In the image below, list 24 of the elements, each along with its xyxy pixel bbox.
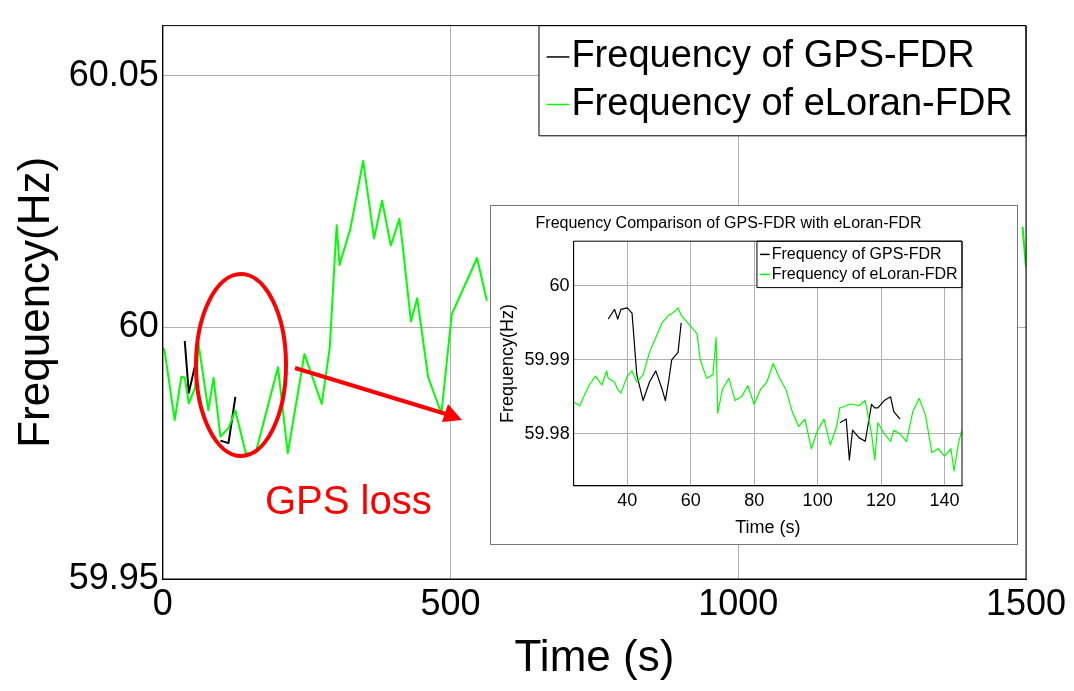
legend-label: Frequency of GPS-FDR — [571, 33, 975, 76]
annotation: GPS loss — [265, 478, 432, 523]
x-tick-label: 140 — [929, 489, 960, 510]
x-axis-title: Time (s) — [514, 630, 675, 680]
legend-label: Frequency of GPS-FDR — [771, 244, 942, 262]
x-tick-label: 120 — [866, 489, 897, 510]
y-tick-label: 60 — [118, 304, 159, 346]
x-axis-title: Time (s) — [735, 517, 801, 538]
x-tick-label: 40 — [617, 489, 638, 510]
y-tick-label: 60 — [549, 274, 570, 295]
x-tick-label: 1500 — [985, 581, 1067, 623]
x-tick-label: 500 — [420, 581, 481, 623]
legend-label: Frequency of eLoran-FDR — [571, 80, 1013, 123]
y-tick-label: 59.98 — [524, 422, 570, 443]
legend-label: Frequency of eLoran-FDR — [771, 264, 958, 282]
x-tick-label: 60 — [680, 489, 701, 510]
y-axis-title: Frequency(Hz) — [496, 303, 517, 424]
chart-title: Frequency Comparison of GPS-FDR with eLoran-FDR — [535, 214, 922, 232]
y-tick-label: 59.99 — [524, 348, 570, 369]
x-tick-label: 1000 — [698, 581, 779, 623]
y-tick-label: 60.05 — [68, 52, 159, 94]
x-tick-label: 100 — [802, 489, 833, 510]
x-tick-label: 80 — [744, 489, 765, 510]
y-axis-title: Frequency(Hz) — [8, 156, 58, 448]
